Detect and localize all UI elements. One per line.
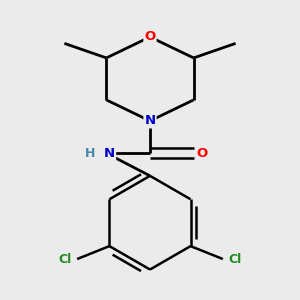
Text: Cl: Cl [229,253,242,266]
Text: N: N [144,114,156,128]
Text: Cl: Cl [58,253,71,266]
Text: H: H [85,147,95,160]
Text: N: N [104,147,115,160]
Text: O: O [196,147,207,160]
Text: O: O [144,30,156,44]
